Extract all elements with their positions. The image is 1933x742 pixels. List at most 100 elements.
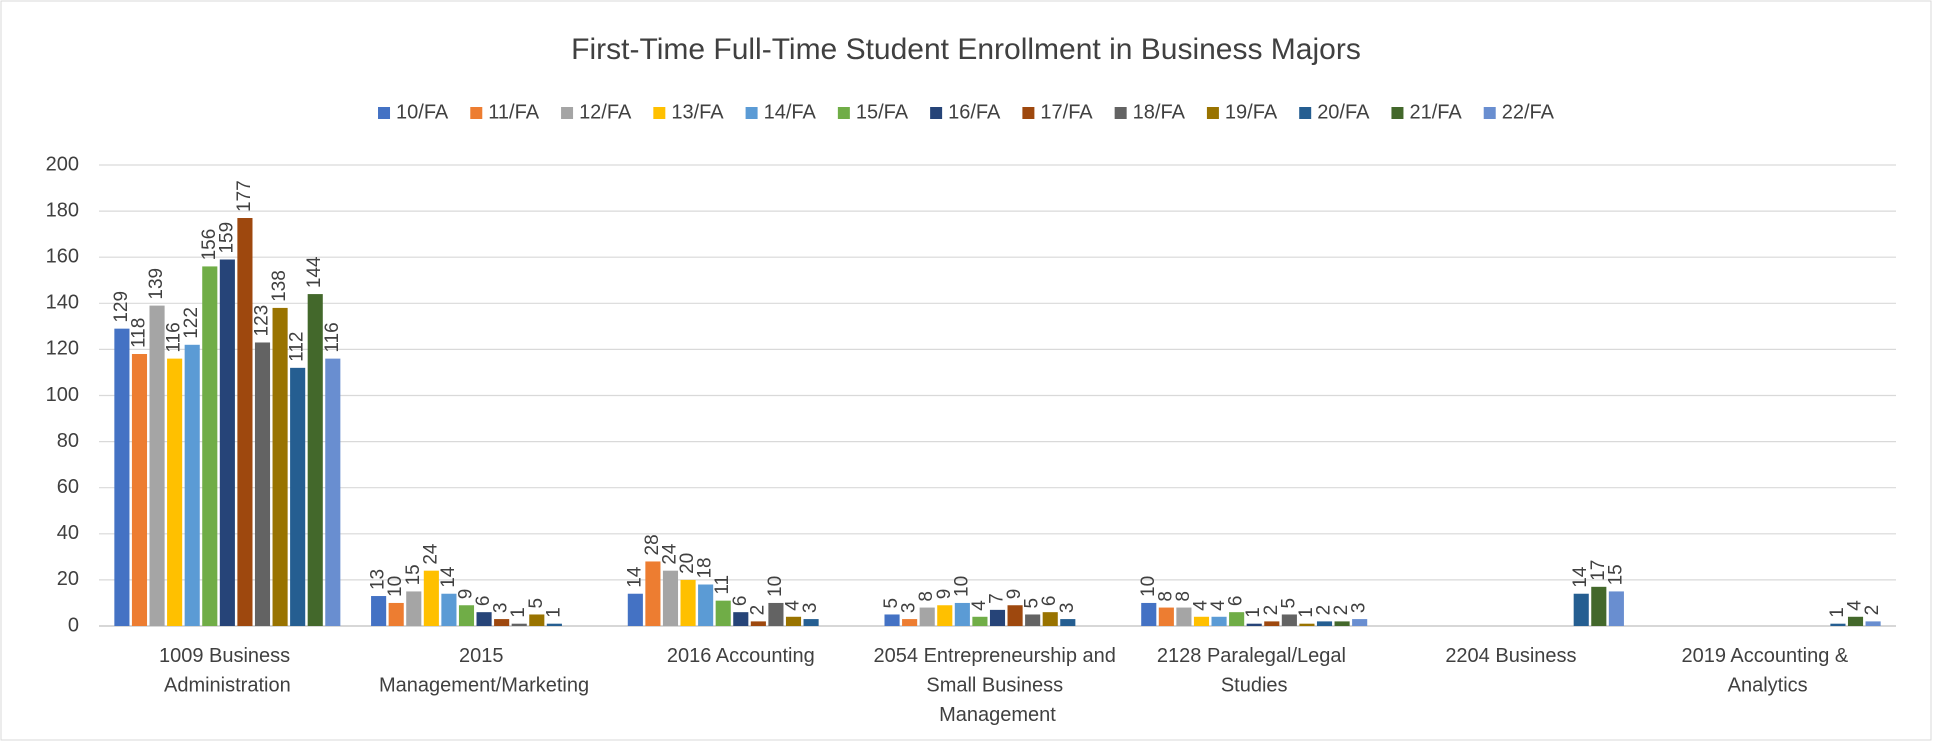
data-label: 159 xyxy=(216,222,237,254)
bar xyxy=(972,616,988,626)
y-tick-label: 120 xyxy=(46,338,79,360)
data-label: 4 xyxy=(1191,600,1212,611)
legend-label: 11/FA xyxy=(488,101,539,123)
legend-label: 21/FA xyxy=(1409,101,1462,123)
legend: 10/FA 11/FA 12/FA 13/FA 14/FA 15/FA 16/FA 17/FA… xyxy=(378,101,1555,123)
bar xyxy=(1591,586,1607,626)
bar xyxy=(1847,616,1864,626)
x-tick-label: 2204 Business xyxy=(1445,645,1576,667)
bar xyxy=(254,342,271,626)
legend-label: 13/FA xyxy=(671,101,724,123)
bar xyxy=(937,605,953,626)
x-tick-label: 2054 Entrepreneurship and Small Business… xyxy=(874,645,1122,726)
y-tick-label: 20 xyxy=(57,568,79,590)
bar xyxy=(511,623,527,626)
bar xyxy=(1352,619,1368,626)
bar xyxy=(1211,616,1227,626)
data-label: 1 xyxy=(1243,607,1264,618)
bar xyxy=(715,600,731,626)
bar xyxy=(1158,607,1174,626)
data-label: 8 xyxy=(916,591,937,602)
legend-swatch xyxy=(1483,107,1496,119)
bar xyxy=(388,602,404,626)
data-label: 24 xyxy=(420,543,441,565)
bar xyxy=(750,621,766,626)
data-label: 14 xyxy=(1570,566,1591,588)
x-tick-label: 2016 Accounting xyxy=(667,645,815,667)
data-label: 3 xyxy=(1349,603,1370,614)
bar xyxy=(529,614,545,626)
data-label: 14 xyxy=(624,566,645,588)
legend-label: 16/FA xyxy=(948,101,1001,123)
data-label: 3 xyxy=(899,603,920,614)
legend-label: 22/FA xyxy=(1502,101,1555,123)
data-label: 10 xyxy=(385,576,406,597)
data-label: 5 xyxy=(1022,598,1043,609)
data-label: 2 xyxy=(747,605,768,616)
bar xyxy=(167,358,183,626)
bar xyxy=(476,612,492,626)
data-label: 17 xyxy=(1588,560,1609,581)
data-label: 144 xyxy=(304,256,325,288)
bar xyxy=(441,593,457,626)
data-label: 18 xyxy=(695,557,716,578)
bar xyxy=(1830,623,1846,626)
legend-swatch xyxy=(1299,107,1312,119)
legend-label: 20/FA xyxy=(1317,101,1370,123)
legend-label: 19/FA xyxy=(1225,101,1278,123)
x-tick-label: 1009 Business Administration xyxy=(159,645,296,697)
data-label: 9 xyxy=(934,589,955,600)
x-tick-label: 2019 Accounting & Analytics xyxy=(1681,645,1853,697)
data-label: 5 xyxy=(526,598,547,609)
data-label: 9 xyxy=(456,589,477,600)
bar xyxy=(1246,623,1262,626)
bar xyxy=(237,218,253,626)
legend-label: 10/FA xyxy=(396,101,449,123)
y-tick-label: 60 xyxy=(57,476,79,498)
data-label: 139 xyxy=(146,268,167,300)
data-label: 4 xyxy=(783,600,804,611)
data-label: 116 xyxy=(322,322,343,352)
legend-label: 15/FA xyxy=(856,101,909,123)
y-tick-label: 80 xyxy=(57,430,79,452)
data-label: 6 xyxy=(730,596,751,607)
data-label: 1 xyxy=(543,607,564,618)
y-tick-label: 100 xyxy=(46,384,79,406)
legend-label: 14/FA xyxy=(764,101,817,123)
bar xyxy=(785,616,802,626)
legend-swatch xyxy=(1022,107,1035,119)
data-label: 5 xyxy=(881,598,902,609)
bar xyxy=(733,612,749,626)
bar xyxy=(458,605,475,626)
data-label: 118 xyxy=(128,318,149,348)
bar xyxy=(1007,605,1023,626)
bar xyxy=(307,294,323,626)
data-label: 1 xyxy=(1827,607,1848,618)
data-label: 1 xyxy=(1296,607,1317,618)
bar xyxy=(423,570,439,626)
legend-label: 12/FA xyxy=(579,101,632,123)
data-label: 10 xyxy=(765,576,786,597)
data-label: 10 xyxy=(1138,576,1159,597)
data-label: 2 xyxy=(1862,605,1883,616)
legend-swatch xyxy=(378,107,391,119)
y-tick-label: 40 xyxy=(57,522,79,544)
data-label: 20 xyxy=(677,553,698,574)
bar xyxy=(803,619,819,626)
data-label: 8 xyxy=(1173,591,1194,602)
legend-swatch xyxy=(1114,107,1127,119)
data-label: 4 xyxy=(969,600,990,611)
bar xyxy=(1316,621,1333,626)
data-label: 138 xyxy=(269,270,290,302)
legend-swatch xyxy=(470,107,483,119)
bar xyxy=(919,607,935,626)
bar xyxy=(219,259,235,626)
data-label: 6 xyxy=(1226,596,1247,607)
data-label: 6 xyxy=(473,596,494,607)
data-label: 28 xyxy=(642,534,663,555)
bar xyxy=(1176,607,1192,626)
bar xyxy=(290,367,306,626)
data-label: 4 xyxy=(1845,600,1866,611)
y-tick-label: 180 xyxy=(46,199,79,221)
